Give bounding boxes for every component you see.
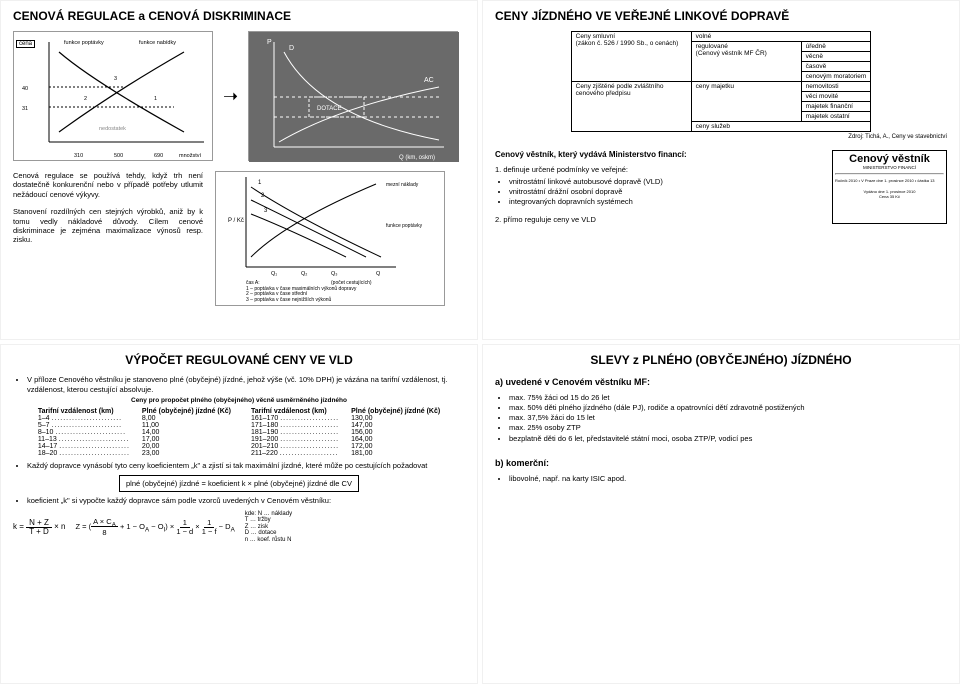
slide-price-regulation: CENOVÁ REGULACE a CENOVÁ DISKRIMINACE 40… bbox=[0, 0, 478, 340]
supply-label: funkce nabídky bbox=[139, 40, 176, 46]
bullet-coef-calc: koeficient „k" si vypočte každý dopravce… bbox=[27, 496, 465, 506]
xlabel: množství bbox=[179, 153, 201, 159]
xtick-310: 310 bbox=[74, 153, 83, 159]
b-item-isic: libovolné, např. na karty ISIC apod. bbox=[509, 474, 947, 484]
time-discrimination-chart: 1 2 3 P / Kč Q₁ Q₂ Q₃ Q (počet cestující… bbox=[215, 171, 445, 306]
vestnik-title: Cenový věstník bbox=[835, 153, 944, 165]
vestnik-sub: MINISTERSTVO FINANCÍ bbox=[835, 165, 944, 170]
y-axis-label: cena bbox=[16, 40, 35, 48]
formula-full-fare: plné (obyčejné) jízdné = koeficient k × … bbox=[119, 475, 359, 492]
section-b: b) komerční: bbox=[495, 458, 947, 468]
p1-item-integrated: integrovaných dopravních systémech bbox=[509, 197, 822, 207]
z-formula: Z = (A × CA8 + 1 − OA − OI) × 11 − d × 1… bbox=[75, 517, 234, 538]
vestnik-line3: Cena 35 Kč bbox=[835, 194, 944, 199]
a-item-25: max. 25% osoby ZTP bbox=[509, 423, 947, 433]
title-tl: CENOVÁ REGULACE a CENOVÁ DISKRIMINACE bbox=[13, 9, 465, 23]
price-types-table: Ceny smluvní (zákon č. 526 / 1990 Sb., o… bbox=[571, 31, 872, 132]
cell-property: ceny majetku bbox=[691, 82, 801, 122]
ac-curve: AC bbox=[424, 77, 434, 84]
arrow-icon: ➝ bbox=[223, 86, 238, 107]
section-a: a) uvedené v Cenovém věstníku MF: bbox=[495, 377, 947, 387]
p1-item-bus: vnitrostátní linkové autobusové dopravě … bbox=[509, 177, 822, 187]
q: Q bbox=[376, 271, 381, 277]
slide-fare-prices: CENY JÍZDNÉHO VE VEŘEJNÉ LINKOVÉ DOPRAVĚ… bbox=[482, 0, 960, 340]
cross-1: 1 bbox=[154, 96, 157, 102]
q3: Q₃ bbox=[331, 271, 338, 277]
a-item-75: max. 75% žáci od 15 do 26 let bbox=[509, 393, 947, 403]
para-regulation: Cenová regulace se používá tehdy, když t… bbox=[13, 171, 203, 199]
vestnik-thumbnail: Cenový věstník MINISTERSTVO FINANCÍ Ročn… bbox=[832, 150, 947, 224]
ylabel3: P / Kč bbox=[228, 218, 244, 224]
title-br: SLEVY z PLNÉHO (OBYČEJNÉHO) JÍZDNÉHO bbox=[495, 353, 947, 367]
title-tr: CENY JÍZDNÉHO VE VEŘEJNÉ LINKOVÉ DOPRAVĚ bbox=[495, 9, 947, 23]
p-label: P bbox=[267, 39, 272, 46]
ytick-40: 40 bbox=[22, 86, 28, 92]
para-discrimination: Stanovení rozdílných cen stejných výrobk… bbox=[13, 207, 203, 245]
xtick-690: 690 bbox=[154, 153, 163, 159]
p1-item-rail: vnitrostátní drážní osobní dopravě bbox=[509, 187, 822, 197]
cell-services: ceny služeb bbox=[691, 122, 871, 132]
a-item-375: max. 37,5% žáci do 15 let bbox=[509, 413, 947, 423]
fare-table: Tarifní vzdálenost (km)Plné (obyčejné) j… bbox=[28, 408, 450, 457]
slide-fare-calc: VÝPOČET REGULOVANÉ CENY VE VLD V příloze… bbox=[0, 344, 478, 684]
fare-table-title: Ceny pro propočet plného (obyčejného) vě… bbox=[13, 397, 465, 404]
q-label: Q (km, oskm) bbox=[399, 155, 435, 161]
formula-legend: kde: N … náklady T … tržby Z … zisk D … … bbox=[245, 511, 292, 544]
supply-demand-chart: 40 31 3 2 1 310 500 690 množství funkce … bbox=[13, 31, 213, 161]
svg-text:1: 1 bbox=[258, 180, 262, 186]
q2: Q₂ bbox=[301, 271, 307, 277]
bullet-appendix: V příloze Cenového věstníku je stanoveno… bbox=[27, 375, 465, 395]
cell-contract: Ceny smluvní (zákon č. 526 / 1990 Sb., o… bbox=[571, 32, 691, 82]
slide-discounts: SLEVY z PLNÉHO (OBYČEJNÉHO) JÍZDNÉHO a) … bbox=[482, 344, 960, 684]
mc-label: mezní náklady bbox=[386, 182, 419, 188]
shortage-label: nedostatek bbox=[99, 126, 126, 132]
q1: Q₁ bbox=[271, 271, 277, 277]
demand-label: funkce poptávky bbox=[64, 40, 104, 46]
demand-label3: funkce poptávky bbox=[386, 223, 423, 229]
subsidy-label: DOTACE bbox=[317, 106, 342, 112]
d-curve: D bbox=[289, 45, 294, 52]
sub-heading: Cenový věstník, který vydává Ministerstv… bbox=[495, 150, 822, 159]
svg-text:3: 3 bbox=[264, 208, 268, 214]
k-formula: k = N + ZT + D × n bbox=[13, 518, 65, 536]
vestnik-line1: Ročník 2010 • V Praze dne 1. prosince 20… bbox=[835, 178, 944, 183]
cell-special: Ceny zjištěné podle zvláštního cenového … bbox=[571, 82, 691, 132]
cross-2: 2 bbox=[84, 96, 87, 102]
point2: 2. přímo reguluje ceny ve VLD bbox=[495, 215, 822, 224]
xtick-500: 500 bbox=[114, 153, 123, 159]
title-bl: VÝPOČET REGULOVANÉ CENY VE VLD bbox=[13, 353, 465, 367]
point1: 1. definuje určené podmínky ve veřejné: bbox=[495, 165, 822, 174]
source-note: Zdroj: Tichá, A., Ceny ve stavebnictví bbox=[495, 134, 947, 140]
cell-free: volné bbox=[691, 32, 871, 42]
cross-3: 3 bbox=[114, 76, 117, 82]
cell-regulated: regulované (Cenový věstník MF ČR) bbox=[691, 42, 801, 82]
ytick-31: 31 bbox=[22, 106, 28, 112]
bullet-coef: Každý dopravce vynásobí tyto ceny koefic… bbox=[27, 461, 465, 471]
a-item-50: max. 50% děti plného jízdného (dále PJ),… bbox=[509, 403, 947, 413]
legend3-3: 3 – poptávka v čase nejnižších výkonů bbox=[246, 298, 356, 304]
a-item-free: bezplatně děti do 6 let, představitelé s… bbox=[509, 434, 947, 444]
subsidy-chart: P D DOTACE AC Q (km, oskm) bbox=[248, 31, 458, 161]
